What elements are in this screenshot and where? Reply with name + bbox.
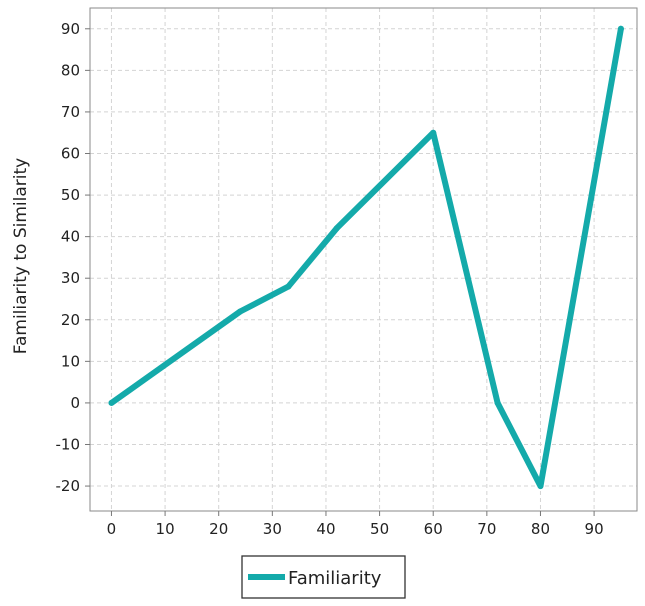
y-axis-title: Familiarity to Similarity xyxy=(11,158,31,354)
x-tick-label: 50 xyxy=(370,520,389,538)
y-tick-label: 20 xyxy=(61,311,80,329)
data-point xyxy=(430,129,437,136)
x-tick-label: 20 xyxy=(209,520,228,538)
plot-frame xyxy=(89,7,638,512)
data-point xyxy=(108,399,115,406)
y-tick-label: 70 xyxy=(61,103,80,121)
x-tick-label: 90 xyxy=(585,520,604,538)
y-tick-label: 50 xyxy=(61,186,80,204)
legend: Familiarity xyxy=(241,555,406,599)
x-tick-label: 60 xyxy=(424,520,443,538)
data-point xyxy=(237,308,244,315)
data-point xyxy=(617,25,624,32)
x-tick-label: 0 xyxy=(107,520,117,538)
x-tick-label: 30 xyxy=(263,520,282,538)
x-tick-label: 40 xyxy=(316,520,335,538)
x-tick-label: 80 xyxy=(531,520,550,538)
data-point xyxy=(494,399,501,406)
y-tick-label: 40 xyxy=(61,228,80,246)
y-tick-label: 0 xyxy=(70,394,80,412)
x-tick-label: 70 xyxy=(477,520,496,538)
data-point xyxy=(333,225,340,232)
data-point xyxy=(285,283,292,290)
y-tick-label: 90 xyxy=(61,20,80,38)
legend-label-familiarity: Familiarity xyxy=(288,568,382,589)
y-tick-label: 30 xyxy=(61,269,80,287)
y-tick-label: 10 xyxy=(61,352,80,370)
y-tick-label: 80 xyxy=(61,61,80,79)
data-point xyxy=(537,483,544,490)
x-tick-label: 10 xyxy=(156,520,175,538)
y-tick-label: -20 xyxy=(56,477,81,495)
y-tick-label: -10 xyxy=(56,435,81,453)
series-line-familiarity xyxy=(108,25,624,490)
plot-area xyxy=(90,8,637,511)
y-tick-label: 60 xyxy=(61,144,80,162)
